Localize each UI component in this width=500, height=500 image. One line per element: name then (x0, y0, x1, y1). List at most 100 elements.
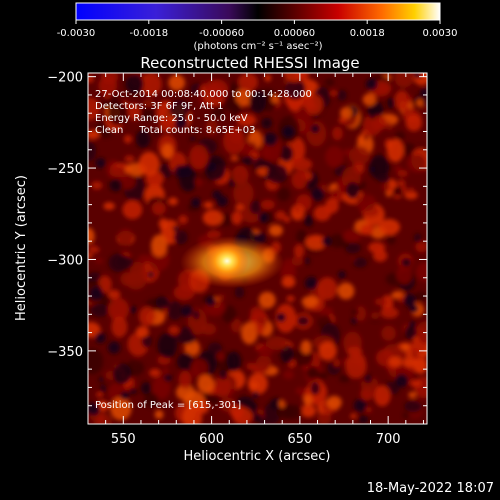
texture-blob (205, 119, 218, 136)
texture-blob (201, 323, 217, 336)
texture-blob (326, 395, 342, 410)
texture-dip (394, 373, 409, 388)
texture-blob (271, 94, 280, 104)
texture-blob (303, 394, 313, 406)
texture-blob (91, 181, 103, 190)
texture-dip (403, 293, 416, 307)
texture-dip (205, 296, 216, 307)
texture-dip (409, 321, 416, 328)
texture-blob (258, 346, 274, 357)
texture-blob (373, 249, 388, 262)
texture-blob (241, 321, 258, 345)
texture-blob (345, 181, 360, 199)
texture-blob (358, 415, 369, 424)
texture-blob (255, 322, 265, 335)
texture-blob (371, 115, 388, 131)
texture-blob (344, 242, 361, 254)
texture-blob (135, 326, 149, 338)
texture-blob (281, 258, 296, 277)
y-tick-label: −300 (47, 253, 83, 268)
texture-blob (401, 257, 412, 268)
texture-blob (317, 277, 338, 300)
texture-blob (235, 204, 244, 211)
texture-blob (346, 346, 363, 357)
axis-ticks: 550 600 650 700 −200 −250 −300 −350 (47, 71, 427, 447)
texture-blob (249, 200, 262, 215)
texture-blob (388, 356, 403, 368)
texture-dip (413, 73, 422, 79)
texture-blob (141, 333, 152, 348)
texture-dip (368, 166, 376, 173)
texture-blob (238, 73, 258, 92)
texture-dip (164, 374, 172, 382)
texture-blob (266, 336, 288, 350)
texture-blob (381, 294, 394, 311)
texture-blob (172, 225, 180, 232)
texture-blob (338, 374, 351, 383)
y-tick-label: −350 (47, 345, 83, 360)
texture-blob (167, 300, 183, 321)
texture-blob (399, 142, 417, 156)
texture-blob (330, 90, 337, 97)
texture-blob (189, 135, 197, 142)
texture-blob (296, 315, 310, 327)
texture-blob (300, 340, 312, 355)
texture-blob (304, 94, 324, 116)
texture-blob (168, 197, 178, 206)
texture-blob (100, 73, 119, 84)
texture-blob (235, 88, 253, 107)
texture-blob (355, 306, 367, 321)
texture-blob (203, 201, 214, 209)
texture-blob (178, 214, 188, 225)
texture-blob (340, 106, 353, 119)
x-tick-label: 600 (199, 432, 224, 447)
texture-blob (381, 325, 396, 341)
y-axis-label: Heliocentric Y (arcsec) (14, 175, 29, 321)
texture-blob (158, 218, 169, 230)
texture-blob (386, 234, 396, 245)
texture-blob (88, 245, 100, 254)
texture-blob (300, 404, 316, 418)
info-time: 27-Oct-2014 00:08:40.000 to 00:14:28.000 (95, 89, 312, 100)
texture-dip (263, 132, 278, 147)
texture-dip (120, 391, 130, 401)
texture-blob (176, 352, 195, 371)
texture-blob (266, 163, 289, 184)
texture-blob (318, 341, 337, 361)
texture-blob (325, 146, 344, 168)
texture-blob (303, 214, 314, 227)
texture-blob (401, 344, 409, 350)
texture-blob (280, 344, 295, 364)
texture-blob (109, 166, 126, 178)
texture-blob (403, 96, 413, 103)
texture-blob (231, 210, 243, 225)
texture-blob (246, 362, 256, 370)
texture-blob (404, 191, 418, 200)
texture-blob (202, 209, 224, 226)
texture-blob (291, 170, 308, 190)
texture-blob (138, 306, 156, 327)
texture-dip (353, 398, 367, 412)
texture-blob (206, 230, 221, 239)
texture-blob (107, 297, 129, 322)
texture-blob (249, 314, 256, 323)
texture-blob (409, 340, 427, 354)
texture-blob (377, 174, 391, 184)
texture-dip (310, 124, 320, 134)
texture-blob (333, 358, 341, 367)
texture-blob (218, 369, 228, 380)
texture-blob (283, 370, 294, 380)
texture-blob (397, 170, 408, 177)
y-tick-label: −200 (47, 71, 83, 86)
footer-date: 18-May-2022 18:07 (366, 481, 494, 496)
texture-blob (394, 73, 414, 88)
texture-blob (88, 253, 93, 259)
texture-blob (305, 234, 327, 251)
colorbar-tick-label: 0.0030 (423, 28, 458, 39)
texture-blob (190, 358, 209, 379)
texture-blob (230, 155, 239, 162)
texture-blob (118, 172, 136, 190)
texture-blob (291, 157, 313, 171)
texture-dip (174, 115, 188, 130)
